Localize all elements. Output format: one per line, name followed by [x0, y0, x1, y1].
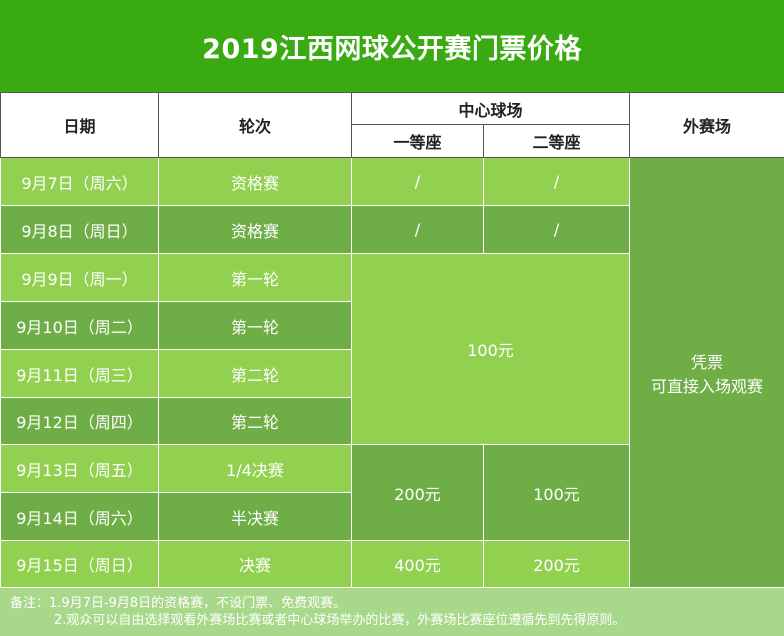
price-cell: / — [482, 205, 631, 254]
round-cell: 第一轮 — [158, 301, 352, 350]
price-cell: / — [351, 157, 484, 206]
outer-court-line1: 凭票 — [691, 352, 724, 372]
price-cell: 400元 — [351, 540, 484, 588]
price-cell: 200元 — [482, 540, 631, 588]
price-cell: / — [351, 205, 484, 254]
round-cell: 1/4决赛 — [158, 444, 352, 493]
header-center-court: 中心球场 — [350, 92, 631, 125]
date-cell: 9月12日（周四） — [0, 397, 159, 445]
round-cell: 第二轮 — [158, 397, 352, 445]
price-cell: 100元 — [482, 444, 631, 541]
date-cell: 9月7日（周六） — [0, 157, 159, 206]
page-title: 2019江西网球公开赛门票价格 — [0, 0, 784, 92]
price-cell: 100元 — [350, 253, 631, 445]
header-round: 轮次 — [158, 92, 352, 158]
date-cell: 9月15日（周日） — [0, 540, 159, 588]
round-cell: 资格赛 — [158, 157, 352, 206]
round-cell: 半决赛 — [158, 492, 352, 541]
footnote-line1: 备注：1.9月7日-9月8日的资格赛，不设门票、免费观赛。 — [10, 596, 347, 611]
outer-court-line2: 可直接入场观赛 — [651, 376, 764, 396]
ticket-price-table: 日期 轮次 中心球场 外赛场 一等座 二等座 9月7日（周六） 资格赛 / / … — [0, 92, 784, 588]
header-first-class: 一等座 — [351, 124, 484, 158]
round-cell: 决赛 — [158, 540, 352, 588]
round-cell: 第二轮 — [158, 349, 352, 398]
footnote: 备注：1.9月7日-9月8日的资格赛，不设门票、免费观赛。 2.观众可以自由选择… — [0, 588, 784, 636]
outer-court-cell: 凭票 可直接入场观赛 — [629, 157, 784, 588]
date-cell: 9月14日（周六） — [0, 492, 159, 541]
date-cell: 9月10日（周二） — [0, 301, 159, 350]
round-cell: 第一轮 — [158, 253, 352, 302]
round-cell: 资格赛 — [158, 205, 352, 254]
header-second-class: 二等座 — [482, 124, 631, 158]
date-cell: 9月11日（周三） — [0, 349, 159, 398]
date-cell: 9月13日（周五） — [0, 444, 159, 493]
footnote-line2: 2.观众可以自由选择观看外赛场比赛或者中心球场举办的比赛，外赛场比赛座位遵循先到… — [54, 613, 626, 628]
price-cell: / — [482, 157, 631, 206]
date-cell: 9月8日（周日） — [0, 205, 159, 254]
header-date: 日期 — [0, 92, 159, 158]
date-cell: 9月9日（周一） — [0, 253, 159, 302]
header-outer-court: 外赛场 — [629, 92, 784, 158]
price-cell: 200元 — [351, 444, 484, 541]
